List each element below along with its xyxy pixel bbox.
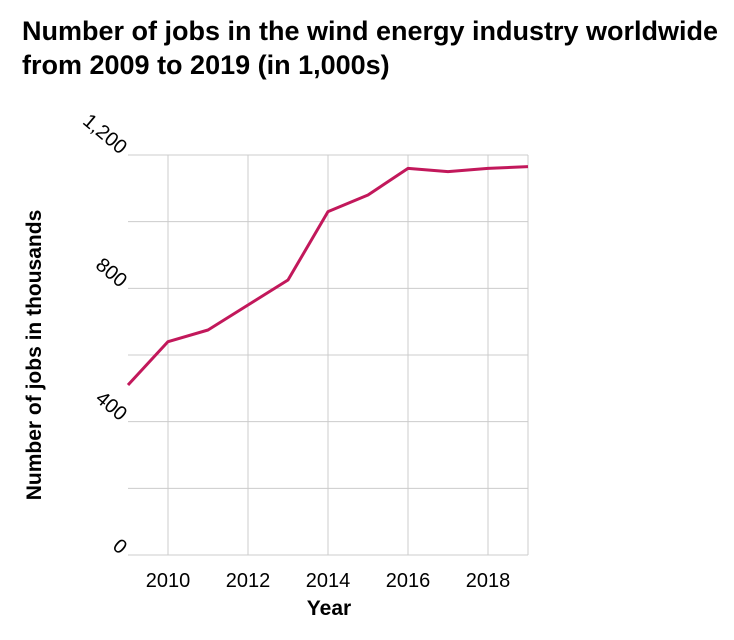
x-axis-ticks: 2010 2012 2014 2016 2018	[146, 570, 511, 592]
x-tick-label: 2012	[226, 570, 271, 592]
y-tick-label: 1,200	[78, 110, 130, 159]
x-axis-label: Year	[307, 597, 351, 620]
series-line	[126, 165, 529, 387]
x-tick-label: 2010	[146, 570, 191, 592]
x-tick-label: 2016	[386, 570, 431, 592]
grid	[128, 154, 529, 556]
y-tick-label: 400	[91, 387, 131, 425]
y-axis-label: Number of jobs in thousands	[23, 210, 46, 501]
x-tick-label: 2018	[466, 570, 511, 592]
chart-title: Number of jobs in the wind energy indust…	[22, 16, 719, 80]
series-layer	[126, 165, 529, 387]
x-tick-label: 2014	[306, 570, 351, 592]
y-tick-label: 800	[91, 254, 131, 292]
y-tick-label: 0	[108, 535, 131, 559]
y-axis-ticks: 0 400 800 1,200	[78, 110, 130, 559]
